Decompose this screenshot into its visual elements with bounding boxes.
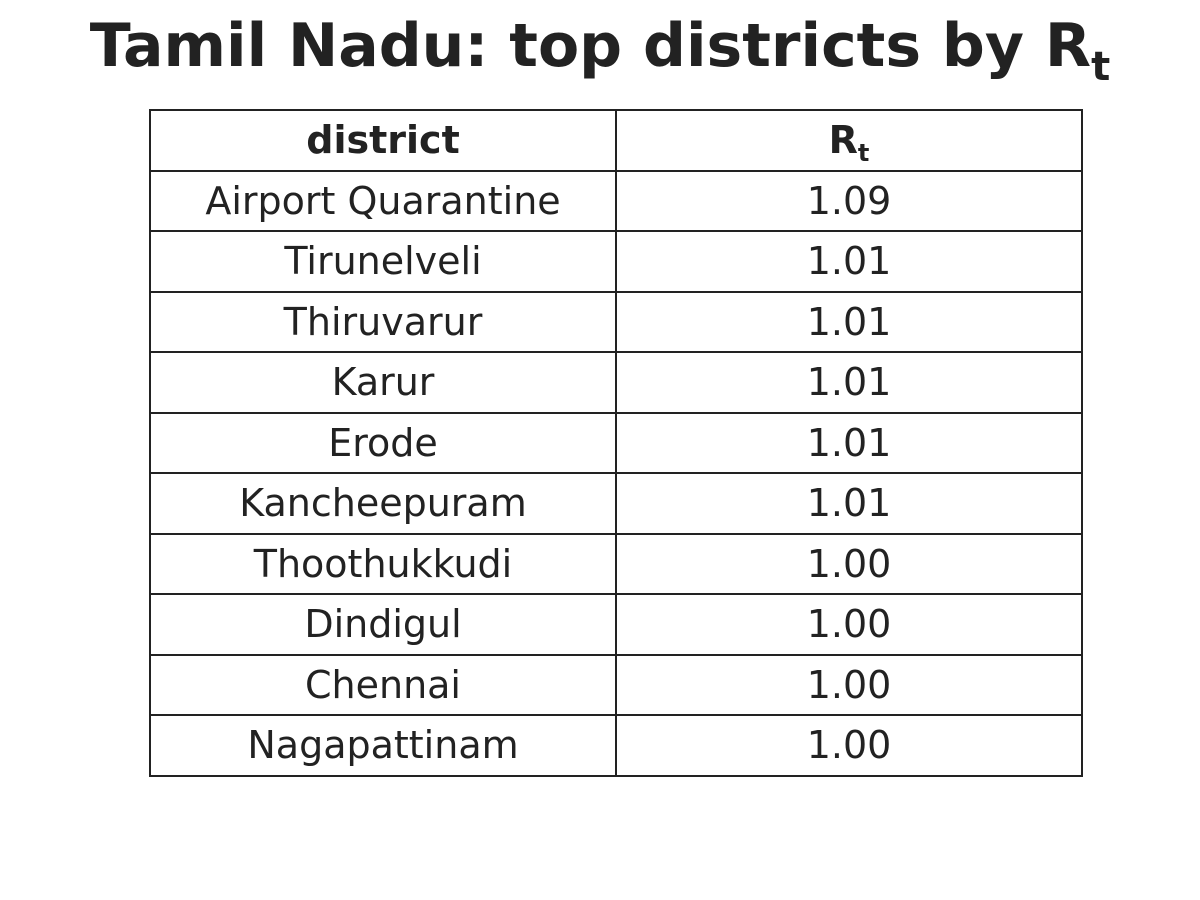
table-row: Airport Quarantine 1.09 xyxy=(149,169,1083,232)
table-row: Thoothukkudi 1.00 xyxy=(149,532,1083,595)
table-row: Thiruvarur 1.01 xyxy=(149,290,1083,353)
cell-rt: 1.00 xyxy=(615,653,1083,716)
cell-district: Dindigul xyxy=(149,593,617,656)
cell-rt: 1.01 xyxy=(615,290,1083,353)
cell-district: Nagapattinam xyxy=(149,714,617,777)
chart-title-main: Tamil Nadu: top districts by R xyxy=(89,11,1092,81)
column-header-rt: Rt xyxy=(615,109,1083,172)
table-header: district Rt xyxy=(149,109,1083,172)
chart-title: Tamil Nadu: top districts by Rt xyxy=(0,6,1200,87)
table-row: Nagapattinam 1.00 xyxy=(149,714,1083,777)
cell-rt: 1.01 xyxy=(615,472,1083,535)
cell-district: Kancheepuram xyxy=(149,472,617,535)
table-row: Dindigul 1.00 xyxy=(149,593,1083,656)
column-header-rt-subscript: t xyxy=(857,139,870,168)
cell-district: Chennai xyxy=(149,653,617,716)
table-row: Erode 1.01 xyxy=(149,411,1083,474)
cell-district: Karur xyxy=(149,351,617,414)
cell-rt: 1.09 xyxy=(615,169,1083,232)
column-header-district: district xyxy=(149,109,617,172)
cell-rt: 1.01 xyxy=(615,230,1083,293)
table-row: Chennai 1.00 xyxy=(149,653,1083,716)
districts-table-container: district Rt Airport Quarantine 1.09 Tirune… xyxy=(149,109,1083,777)
table-row: Tirunelveli 1.01 xyxy=(149,230,1083,293)
table-header-row: district Rt xyxy=(149,109,1083,172)
table-row: Karur 1.01 xyxy=(149,351,1083,414)
table-row: Kancheepuram 1.01 xyxy=(149,472,1083,535)
column-header-district-label: district xyxy=(306,118,460,163)
table-body: Airport Quarantine 1.09 Tirunelveli 1.01 Thi… xyxy=(149,169,1083,777)
cell-rt: 1.01 xyxy=(615,411,1083,474)
cell-rt: 1.01 xyxy=(615,351,1083,414)
cell-district: Erode xyxy=(149,411,617,474)
cell-district: Thoothukkudi xyxy=(149,532,617,595)
cell-district: Tirunelveli xyxy=(149,230,617,293)
column-header-rt-label: R xyxy=(828,118,858,163)
cell-district: Airport Quarantine xyxy=(149,169,617,232)
cell-rt: 1.00 xyxy=(615,714,1083,777)
cell-rt: 1.00 xyxy=(615,532,1083,595)
chart-title-subscript: t xyxy=(1091,44,1111,90)
districts-table: district Rt Airport Quarantine 1.09 Tirune… xyxy=(149,109,1083,777)
cell-district: Thiruvarur xyxy=(149,290,617,353)
cell-rt: 1.00 xyxy=(615,593,1083,656)
